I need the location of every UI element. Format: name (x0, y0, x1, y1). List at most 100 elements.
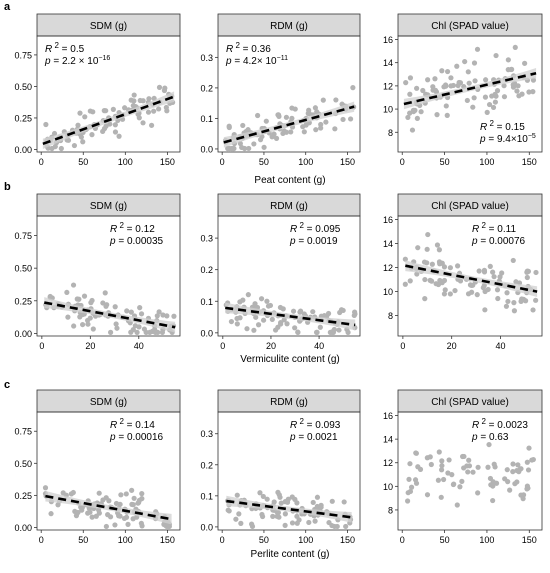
data-point (447, 265, 453, 271)
data-point (482, 307, 488, 313)
data-point (128, 309, 134, 315)
x-tick-label: 100 (298, 157, 313, 167)
data-point (505, 57, 511, 63)
data-point (530, 89, 536, 95)
data-point (336, 327, 342, 333)
y-tick-label: 0.1 (200, 114, 213, 124)
panel-title: Chl (SPAD value) (431, 201, 509, 212)
y-tick-label: 0.50 (14, 82, 32, 92)
y-tick-label: 0.25 (14, 491, 32, 501)
x-tick-label: 50 (78, 157, 88, 167)
regression-line (226, 499, 352, 519)
p-value-label: p = 0.0019 (289, 236, 338, 247)
data-point (310, 499, 316, 506)
r-superscript: 2 (487, 119, 494, 128)
data-point (345, 329, 351, 335)
data-point (487, 475, 494, 482)
x-tick-label: 150 (160, 535, 175, 545)
data-point (110, 106, 116, 112)
r-squared-value: = 0.5 (59, 44, 85, 55)
data-point (70, 282, 77, 288)
r-squared-label: R 2 = 0.5 (45, 41, 85, 55)
data-point (282, 522, 288, 528)
r-squared-label: R 2 = 0.12 (110, 221, 155, 235)
data-point (90, 109, 96, 115)
r-squared-value: = 0.14 (124, 420, 155, 431)
data-point (96, 490, 102, 496)
data-point (442, 287, 448, 293)
data-point (435, 477, 441, 483)
x-tick-label: 20 (447, 341, 457, 351)
regression-line (403, 72, 537, 106)
data-point (501, 83, 507, 89)
data-point (504, 467, 510, 473)
data-point (273, 135, 280, 141)
data-point (515, 462, 521, 468)
p-exponent: −16 (98, 55, 110, 62)
p-symbol: p (44, 56, 51, 67)
data-point (237, 315, 243, 321)
r-symbol: R (110, 420, 117, 431)
data-point (424, 260, 430, 266)
data-point (80, 321, 86, 328)
data-point (428, 278, 435, 284)
data-point (414, 115, 420, 122)
x-tick-label: 40 (314, 341, 324, 351)
y-tick-label: 0.50 (14, 459, 32, 469)
data-point (43, 121, 49, 128)
data-point (476, 268, 482, 274)
data-point (145, 109, 152, 115)
data-point (297, 309, 303, 315)
y-tick-label: 14 (383, 435, 393, 445)
regression-line (44, 301, 176, 329)
data-point (171, 313, 177, 319)
data-point (530, 307, 536, 313)
data-point (325, 310, 332, 317)
panel-title: Chl (SPAD value) (431, 21, 509, 32)
p-symbol: p (109, 432, 116, 443)
y-tick-label: 10 (383, 482, 393, 492)
x-axis-label: Vermiculite content (g) (240, 354, 340, 365)
data-point (503, 303, 510, 309)
data-point (114, 325, 120, 331)
y-tick-label: 0.3 (200, 53, 213, 63)
y-tick-label: 8 (388, 505, 393, 515)
data-point (464, 97, 470, 104)
data-point (408, 484, 415, 490)
data-point (424, 492, 431, 498)
data-point (454, 502, 460, 508)
panel-frame (217, 411, 361, 531)
y-tick-label: 0.0 (200, 144, 213, 154)
x-tick-label: 50 (440, 535, 450, 545)
panel-row-label: b (4, 181, 11, 193)
r-squared-value: = 0.36 (240, 44, 271, 55)
data-point (526, 89, 532, 95)
data-point (89, 132, 95, 138)
data-point (513, 279, 519, 285)
data-point (131, 495, 137, 501)
data-point (112, 522, 118, 528)
x-tick-label: 50 (259, 157, 269, 167)
data-point (117, 513, 123, 519)
data-point (313, 127, 319, 133)
r-symbol: R (480, 122, 487, 133)
data-point (317, 324, 323, 330)
data-point (526, 445, 532, 451)
data-point (136, 115, 142, 121)
data-point (89, 514, 95, 520)
data-point (407, 75, 414, 81)
y-tick-label: 10 (383, 105, 393, 115)
panel-frame (397, 411, 543, 531)
data-point (85, 321, 91, 327)
p-symbol: p (225, 56, 232, 67)
y-tick-label: 0.75 (14, 50, 32, 60)
x-tick-label: 150 (340, 157, 355, 167)
data-point (520, 296, 527, 302)
p-symbol: p (289, 236, 296, 247)
x-tick-label: 20 (85, 341, 95, 351)
data-point (454, 63, 460, 69)
data-point (470, 104, 476, 110)
data-point (439, 68, 445, 74)
